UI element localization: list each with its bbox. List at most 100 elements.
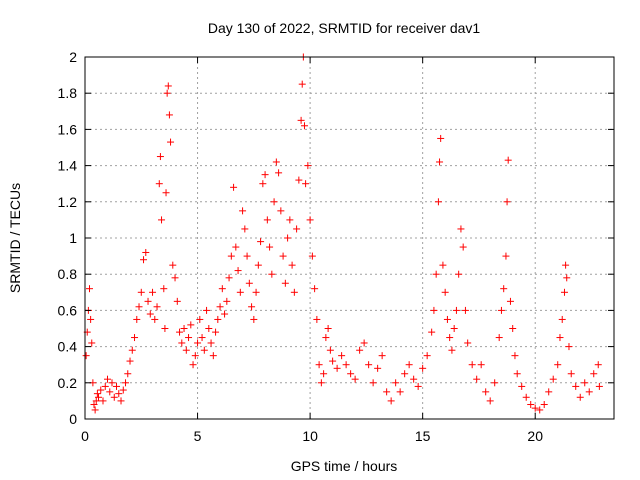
y-tick-label: 0.8 <box>58 266 78 282</box>
data-point <box>263 216 271 224</box>
data-point <box>115 390 123 398</box>
data-point <box>329 357 337 365</box>
data-point <box>506 297 514 305</box>
data-point <box>95 393 103 401</box>
data-point <box>396 388 404 396</box>
data-point <box>223 297 231 305</box>
data-point <box>151 315 159 323</box>
data-point <box>473 375 481 383</box>
data-point <box>212 328 220 336</box>
data-point <box>464 339 472 347</box>
data-point <box>153 303 161 311</box>
data-point <box>317 379 325 387</box>
data-point <box>443 315 451 323</box>
data-point <box>560 288 568 296</box>
data-point <box>324 325 332 332</box>
grid <box>85 57 614 419</box>
data-point <box>275 169 283 177</box>
data-point <box>191 352 199 360</box>
x-axis-label: GPS time / hours <box>291 458 398 474</box>
data-point <box>562 261 570 269</box>
data-point <box>342 361 350 369</box>
data-point <box>171 274 179 282</box>
y-tick-label: 0.2 <box>58 375 78 391</box>
data-point <box>288 261 296 269</box>
data-point <box>439 261 447 269</box>
data-point <box>455 270 463 278</box>
data-point <box>106 388 114 396</box>
data-point <box>241 225 249 233</box>
data-point <box>313 315 321 323</box>
x-tick-label: 10 <box>302 428 318 444</box>
data-point <box>225 274 233 282</box>
data-point <box>131 334 139 342</box>
data-point <box>304 162 312 170</box>
data-point <box>140 256 148 264</box>
data-point <box>221 310 229 318</box>
data-point <box>101 382 109 390</box>
data-point <box>216 303 224 311</box>
data-point <box>234 267 242 275</box>
data-point <box>311 285 319 293</box>
data-point <box>518 382 526 390</box>
data-point <box>554 361 562 369</box>
data-point <box>261 171 269 179</box>
data-point <box>158 216 166 224</box>
data-point <box>248 303 256 311</box>
data-point <box>308 252 316 260</box>
data-point <box>146 310 154 318</box>
data-point <box>180 325 188 332</box>
data-point <box>338 352 346 360</box>
data-point <box>504 156 512 164</box>
data-point <box>356 346 364 354</box>
data-point <box>230 183 238 191</box>
data-point <box>227 252 235 260</box>
data-point <box>527 401 535 409</box>
data-point <box>142 248 150 256</box>
x-tick-label: 20 <box>527 428 543 444</box>
data-point <box>259 180 267 188</box>
x-tick-label: 5 <box>194 428 202 444</box>
data-point <box>88 339 96 347</box>
data-point <box>160 285 168 293</box>
data-point <box>90 401 98 409</box>
data-point <box>461 306 469 314</box>
data-points <box>82 53 603 414</box>
data-point <box>497 306 505 314</box>
data-point <box>236 288 244 296</box>
data-point <box>92 397 100 405</box>
data-point <box>214 315 222 323</box>
data-point <box>189 361 197 369</box>
data-point <box>383 388 391 396</box>
data-point <box>320 370 328 378</box>
data-point <box>387 397 395 405</box>
axis-ticks: 00.20.40.60.811.21.41.61.820 5 10 15 20 <box>58 49 614 444</box>
data-point <box>122 379 130 387</box>
data-point <box>531 404 539 412</box>
data-point <box>556 334 564 342</box>
data-point <box>298 80 306 88</box>
data-point <box>286 216 294 224</box>
data-point <box>117 397 125 405</box>
data-point <box>594 361 602 369</box>
data-point <box>164 82 172 90</box>
data-point <box>322 334 330 342</box>
data-point <box>351 375 359 383</box>
data-point <box>536 406 544 414</box>
data-point <box>252 288 260 296</box>
data-point <box>558 315 566 323</box>
y-tick-label: 1.6 <box>58 121 78 137</box>
data-point <box>500 285 508 293</box>
data-point <box>155 180 163 188</box>
y-tick-label: 0 <box>69 411 77 427</box>
data-point <box>161 325 169 332</box>
data-point <box>97 386 105 394</box>
data-point <box>545 388 553 396</box>
data-point <box>173 297 181 305</box>
data-point <box>419 364 427 372</box>
data-point <box>82 352 90 360</box>
data-point <box>410 375 418 383</box>
x-tick-label: 0 <box>81 428 89 444</box>
data-point <box>302 180 310 188</box>
